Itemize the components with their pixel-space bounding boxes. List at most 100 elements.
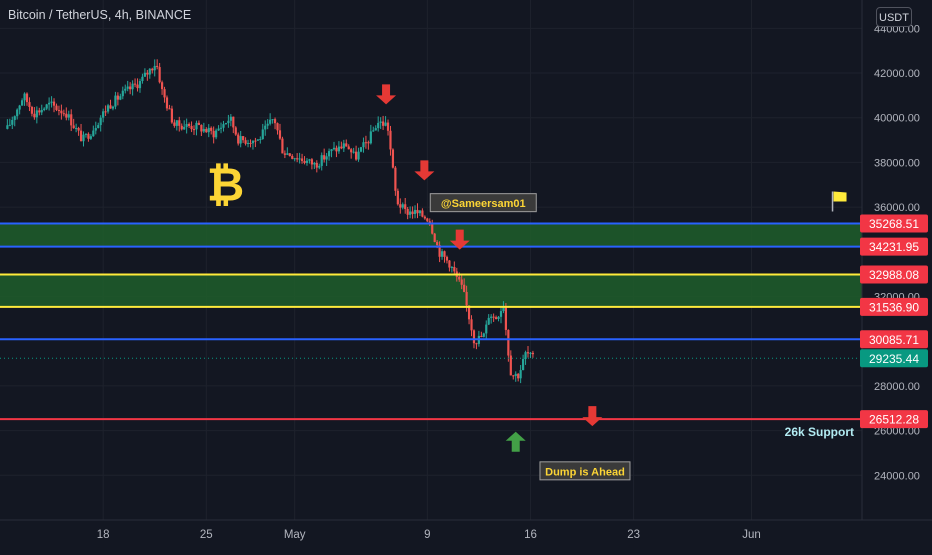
candle-body [418,210,422,214]
bitcoin-logo: ₿ [207,158,245,210]
candle-body [460,279,463,285]
currency-button[interactable]: USDT [876,7,912,27]
candle-body [526,352,530,354]
candle-body [514,373,517,376]
candle-body [323,155,326,160]
candle-body [440,251,444,257]
candle-body [237,134,240,144]
candle-body [524,352,527,360]
x-tick-label: 9 [424,529,430,541]
level-price-label: 26512.28 [869,413,919,427]
down-arrow [449,229,470,250]
candle-body [210,127,213,131]
author-label-box [429,193,537,213]
candle-body [497,316,500,319]
candle-body [121,90,124,97]
candle-body [448,260,451,268]
level-price-label: 30085.71 [869,333,919,347]
level-price-label: 31536.90 [869,300,919,314]
candle-body [28,102,31,107]
candle-body [70,114,73,126]
candle-body [426,218,429,222]
candle-body [264,125,267,130]
candle-body [92,130,95,137]
candle-body [114,95,117,107]
candle-body [384,122,387,126]
candle-body [529,352,532,354]
candle-body [354,151,358,160]
candle-body [308,159,311,161]
candle-body [502,307,505,312]
candle-body [406,208,409,215]
current-price-tag [860,349,928,368]
candle-body [43,108,46,110]
price-axis[interactable] [862,0,932,520]
candle-body [25,93,29,103]
grid-layer [0,0,862,520]
candle-body [509,355,512,376]
candle-body [347,146,350,150]
candle-body [269,119,272,124]
candle-body [87,133,90,139]
candle-body [374,128,377,131]
candle-body [359,147,363,152]
candle-body [467,305,471,320]
x-tick-label: 18 [97,529,110,541]
candle-body [60,110,63,114]
candle-body [6,125,9,129]
level-price-tag [860,297,928,316]
x-tick-label: 16 [524,529,537,541]
candle-body [192,129,196,131]
candle-body [180,125,183,130]
candle-body [62,113,65,115]
flag-icon [833,191,847,202]
candle-body [330,149,333,152]
candle-body [48,102,51,105]
candle-body [82,134,85,142]
resistance-zone [0,274,862,307]
candle-body [65,113,68,118]
candle-body [458,276,461,280]
candle-body [229,116,232,121]
candle-body [443,251,446,257]
candle-body [104,111,107,113]
candle-body [531,352,535,355]
candle-body [283,153,286,155]
candle-body [499,311,503,317]
symbol-title[interactable]: Bitcoin / TetherUS, 4h, BINANCE [8,8,192,22]
time-axis[interactable] [0,520,932,550]
candle-body [116,95,119,100]
candle-body [212,130,215,138]
candle-body [310,159,313,165]
level-price-tag [860,214,928,233]
candle-body [11,119,14,125]
dump-label: Dump is Ahead [545,466,625,478]
candle-body [183,126,186,130]
level-price-tag [860,237,928,256]
candle-body [246,142,250,144]
annotation-layer: @Sameersam01 Dump is Ahead 26k Support ₿ [207,84,854,481]
candle-body [490,316,493,318]
candle-body [480,335,483,337]
up-arrow [505,431,526,452]
candle-body [519,370,522,379]
candle-body [242,136,245,141]
resistance-zone [0,223,862,247]
level-price-tag [860,410,928,429]
candle-body [399,204,402,208]
candle-body [404,204,407,209]
candle-body [168,108,171,110]
candle-body [109,105,112,109]
candle-body [350,149,353,153]
candle-body [224,123,228,125]
candle-body [207,127,210,133]
candle-body [450,266,453,268]
candle-body [131,83,134,90]
candle-body [465,291,468,306]
candle-body [239,136,242,144]
candle-body [185,123,188,127]
candle-body [271,119,274,121]
candle-body [156,65,159,68]
